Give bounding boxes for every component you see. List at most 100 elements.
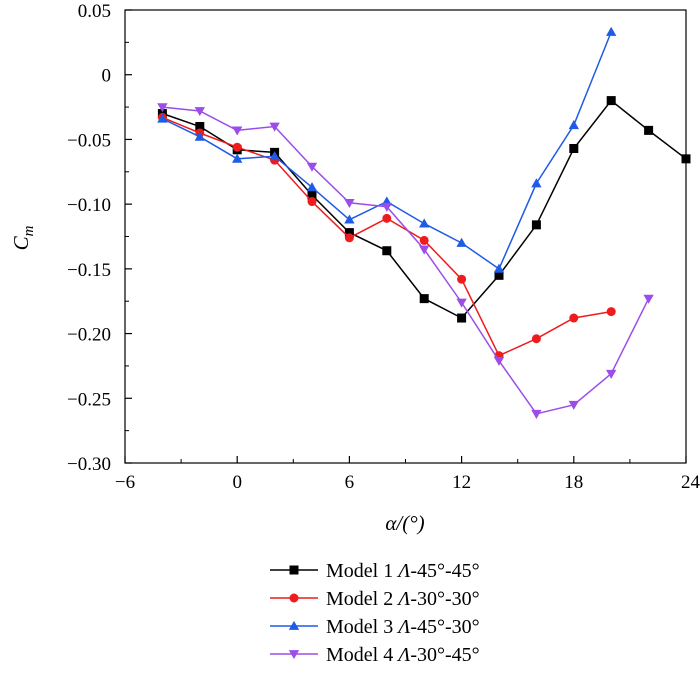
data-point-marker: [344, 198, 355, 209]
legend-label-prefix: Model 4: [326, 644, 398, 666]
data-point-marker: [306, 162, 318, 172]
legend-label-prefix: Model 2: [326, 588, 398, 610]
data-point-marker: [569, 313, 579, 323]
legend-label-symbol: Λ: [396, 616, 410, 638]
legend-label-symbol: Λ: [396, 588, 410, 610]
data-point-marker: [644, 125, 654, 135]
x-tick-label: 0: [232, 472, 242, 493]
data-point-marker: [606, 369, 617, 379]
y-tick-label: −0.30: [67, 454, 111, 475]
x-tick-label: 18: [564, 472, 583, 493]
legend-label: Model 3 Λ-45°-30°: [326, 616, 480, 638]
y-axis-label-sub: m: [21, 225, 37, 236]
legend-label-suffix: -45°-45°: [410, 560, 479, 582]
data-point-marker: [419, 235, 429, 245]
series-line: [162, 106, 650, 415]
data-point-marker: [457, 313, 467, 323]
data-point-marker: [606, 307, 616, 317]
data-point-marker: [381, 202, 392, 212]
data-point-marker: [344, 233, 354, 243]
y-tick-label: −0.10: [67, 195, 111, 216]
data-point-marker: [568, 120, 579, 130]
data-point-marker: [306, 182, 318, 192]
data-point-marker: [681, 154, 691, 164]
series-model-2: [157, 112, 616, 361]
data-point-marker: [457, 274, 467, 284]
x-axis-label: α/(°): [385, 511, 424, 535]
x-tick-label: −6: [115, 472, 135, 493]
legend-label-suffix: -30°-45°: [410, 644, 479, 666]
legend-label: Model 1 Λ-45°-45°: [326, 560, 480, 582]
data-point-marker: [606, 96, 616, 106]
data-point-marker: [194, 107, 205, 117]
legend-label-prefix: Model 3: [326, 616, 398, 638]
y-tick-label: −0.15: [67, 260, 111, 281]
legend-label-suffix: -45°-30°: [410, 616, 479, 638]
data-point-marker: [531, 409, 542, 419]
data-point-marker: [493, 263, 505, 273]
legend-label: Model 4 Λ-30°-45°: [326, 644, 480, 666]
data-point-marker: [643, 294, 654, 304]
legend-item-model-2: Model 2 Λ-30°-30°: [270, 588, 480, 610]
series-model-3: [157, 26, 617, 273]
data-point-marker: [494, 270, 504, 280]
data-point-marker: [289, 593, 299, 603]
legend-label-prefix: Model 1: [326, 560, 398, 582]
data-point-marker: [288, 620, 300, 630]
y-axis-label: Cm: [9, 225, 37, 250]
plot-frame: [124, 9, 687, 464]
data-point-marker: [344, 214, 355, 224]
data-point-marker: [344, 228, 354, 238]
y-tick-label: −0.25: [67, 389, 111, 410]
y-tick-label: 0.05: [78, 1, 111, 22]
data-point-marker: [232, 142, 242, 152]
y-tick-label: −0.20: [67, 325, 111, 346]
legend-item-model-1: Model 1 Λ-45°-45°: [270, 560, 480, 582]
data-point-marker: [493, 356, 505, 366]
data-point-marker: [568, 400, 579, 410]
series-group: [157, 26, 691, 419]
data-point-marker: [269, 151, 280, 161]
y-tick-label: 0: [102, 66, 112, 87]
data-point-marker: [307, 197, 317, 207]
data-point-marker: [419, 294, 429, 304]
data-point-marker: [456, 237, 467, 247]
x-tick-label: 24: [681, 472, 700, 493]
legend-label: Model 2 Λ-30°-30°: [326, 588, 480, 610]
data-point-marker: [269, 122, 280, 132]
data-point-marker: [569, 143, 579, 153]
data-point-marker: [157, 103, 168, 113]
legend-label-suffix: -30°-30°: [410, 588, 479, 610]
data-point-marker: [419, 218, 430, 228]
legend-item-model-4: Model 4 Λ-30°-45°: [270, 644, 480, 666]
data-point-marker: [456, 298, 467, 308]
legend: Model 1 Λ-45°-45°Model 2 Λ-30°-30°Model …: [270, 560, 480, 666]
x-tick-label: 12: [452, 472, 471, 493]
data-point-marker: [531, 178, 542, 188]
y-tick-label: −0.05: [67, 130, 111, 151]
data-point-marker: [195, 121, 205, 131]
series-line: [162, 31, 612, 271]
legend-item-model-3: Model 3 Λ-45°-30°: [270, 616, 480, 638]
data-point-marker: [419, 245, 430, 255]
data-point-marker: [157, 113, 168, 123]
data-point-marker: [531, 220, 541, 230]
series-model-4: [157, 103, 654, 419]
series-line: [162, 99, 687, 319]
data-point-marker: [606, 26, 617, 36]
data-point-marker: [382, 246, 392, 256]
data-point-marker: [531, 334, 541, 344]
data-point-marker: [307, 190, 317, 200]
data-point-marker: [382, 213, 392, 223]
data-point-marker: [288, 650, 300, 660]
y-axis-label-main: C: [9, 235, 33, 250]
legend-label-symbol: Λ: [396, 560, 410, 582]
axis-tick-labels: −6 0 6 12 18 24 0.05 0 −0.05 −0.10 −0.15 −0.20 −0.25…: [67, 1, 700, 493]
data-point-marker: [194, 131, 205, 141]
data-point-marker: [232, 153, 243, 163]
axis-ticks: [124, 9, 687, 464]
x-tick-label: 6: [345, 472, 355, 493]
data-point-marker: [232, 126, 243, 136]
legend-label-symbol: Λ: [396, 644, 410, 666]
